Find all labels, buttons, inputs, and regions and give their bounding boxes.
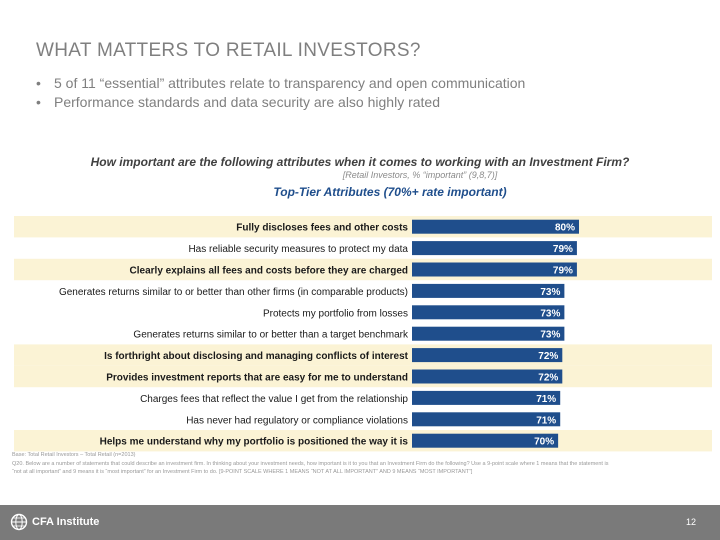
bar [412,433,559,448]
category-label: Charges fees that reflect the value I ge… [140,394,408,405]
bullet-item: • Performance standards and data security… [36,93,525,112]
bullet-item: • 5 of 11 “essential” attributes relate t… [36,74,525,93]
bullet-icon: • [36,75,41,91]
footnote-question-cont: “not at all important” and 9 means it is… [12,469,473,475]
bullet-text: 5 of 11 “essential” attributes relate to… [54,75,526,91]
footnote-question: Q20. Below are a number of statements th… [12,461,609,467]
category-label: Provides investment reports that are eas… [106,373,408,384]
category-label: Has never had regulatory or compliance v… [186,415,408,426]
chart-subtitle: Top-Tier Attributes (70%+ rate important… [273,185,507,199]
cfa-globe-icon [10,513,28,531]
value-label: 79% [553,244,573,255]
bar-chart: Fully discloses fees and other costs 80% H… [14,216,712,452]
bar [412,348,563,363]
category-label: Is forthright about disclosing and manag… [104,351,409,362]
category-label: Fully discloses fees and other costs [236,223,408,234]
bar [412,305,565,320]
value-label: 79% [553,266,573,277]
category-label: Generates returns similar to or better t… [133,330,409,341]
bar [412,412,561,427]
category-label: Has reliable security measures to protec… [188,244,408,255]
brand-name: CFA Institute [32,516,100,528]
footer-bar: CFA Institute 12 [0,505,720,540]
category-label: Protects my portfolio from losses [263,308,408,319]
bar [412,262,577,277]
bar [412,390,561,405]
category-label: Clearly explains all fees and costs befo… [130,266,408,277]
bullet-icon: • [36,94,41,110]
bar [412,369,563,384]
bar [412,283,565,298]
bullet-list: • 5 of 11 “essential” attributes relate t… [36,74,525,112]
value-label: 72% [538,351,558,362]
category-label: Helps me understand why my portfolio is … [100,437,409,448]
bar [412,241,577,256]
value-label: 71% [536,415,556,426]
value-label: 73% [540,308,560,319]
bar [412,326,565,341]
category-label: Generates returns similar to or better t… [59,287,408,298]
value-label: 80% [555,223,575,234]
chart-question: How important are the following attribut… [90,155,630,169]
chart-base-note: [Retail Investors, % “important” (9,8,7)… [342,170,498,180]
cfa-logo: CFA Institute [10,513,99,531]
value-label: 71% [536,394,556,405]
value-label: 70% [534,437,554,448]
page-number: 12 [685,517,696,527]
value-label: 72% [538,373,558,384]
footnote-base: Base: Total Retail Investors – Total Ret… [12,452,136,458]
bullet-text: Performance standards and data security … [54,94,440,110]
slide-title: WHAT MATTERS TO RETAIL INVESTORS? [36,40,421,61]
bar [412,219,579,234]
value-label: 73% [540,287,560,298]
value-label: 73% [540,330,560,341]
